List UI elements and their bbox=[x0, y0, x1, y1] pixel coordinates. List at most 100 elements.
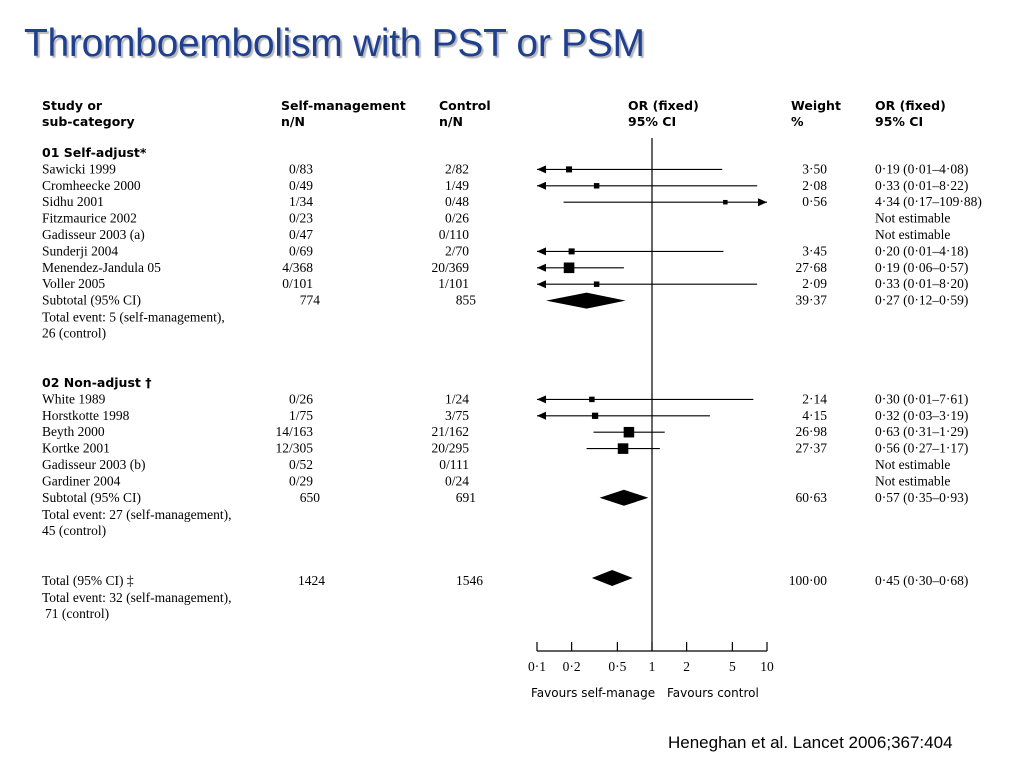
control-count: 0/26 bbox=[445, 211, 469, 226]
control-count: 0/24 bbox=[445, 473, 469, 488]
ci-arrow-left bbox=[537, 263, 546, 272]
study-name: Sidhu 2001 bbox=[42, 194, 104, 209]
table-row: Voller 2005 0/101 1/101 2·09 0·33 (0·01–8·20… bbox=[42, 276, 968, 291]
plot-area: 0·1 0·2 0·5 1 2 5 10 Favours self-manage Favours… bbox=[528, 138, 774, 700]
table-row: Menendez-Jandula 05 4/368 20/369 27·68 0·19 … bbox=[42, 260, 968, 275]
point-estimate bbox=[591, 412, 599, 419]
table-row: Gardiner 2004 0/29 0/24 Not estimable bbox=[42, 473, 950, 488]
control-count: 21/162 bbox=[431, 424, 469, 439]
subtotal-ci: 0·57 (0·35–0·93) bbox=[875, 490, 968, 505]
table-row: Fitzmaurice 2002 0/23 0/26 Not estimable bbox=[42, 211, 950, 226]
x-tick-label: 2 bbox=[683, 659, 690, 674]
weight-value: 2·09 bbox=[802, 276, 827, 291]
point-estimate bbox=[566, 166, 573, 173]
ci-value: 0·30 (0·01–7·61) bbox=[875, 391, 968, 406]
table-row: Horstkotte 1998 1/75 3/75 4·15 0·32 (0·03–3·… bbox=[42, 408, 968, 423]
self-management-count: 1/34 bbox=[289, 194, 313, 209]
control-count: 20/295 bbox=[431, 441, 469, 456]
header-weight-line2: % bbox=[791, 114, 804, 129]
header-sm-line1: Self-management bbox=[281, 98, 406, 113]
subtotal-control: 855 bbox=[456, 293, 477, 308]
self-management-count: 14/163 bbox=[275, 424, 313, 439]
point-estimate bbox=[568, 248, 575, 255]
study-name: White 1989 bbox=[42, 391, 106, 406]
subtotal-label: Subtotal (95% CI) bbox=[42, 293, 141, 308]
table-rows: 01 Self-adjust*Sawicki 1999 0/83 2/82 3·50 0… bbox=[42, 145, 982, 621]
ci-value: 0·56 (0·27–1·17) bbox=[875, 441, 968, 456]
self-management-count: 0/26 bbox=[289, 391, 313, 406]
control-count: 0/110 bbox=[439, 227, 469, 242]
table-row: Kortke 2001 12/305 20/295 27·37 0·56 (0·27–1… bbox=[42, 441, 968, 456]
favours-left-label: Favours self-manage bbox=[531, 686, 655, 700]
study-name: Horstkotte 1998 bbox=[42, 408, 130, 423]
point-estimate bbox=[617, 443, 629, 454]
total-control: 1546 bbox=[456, 573, 483, 588]
self-management-count: 1/75 bbox=[289, 408, 313, 423]
study-name: Kortke 2001 bbox=[42, 441, 110, 456]
ci-value: 0·63 (0·31–1·29) bbox=[875, 424, 968, 439]
total-row: Total (95% CI) ‡ 1424 1546 100·00 0·45 (0·30… bbox=[42, 573, 968, 588]
study-name: Gardiner 2004 bbox=[42, 473, 121, 488]
weight-value: 2·14 bbox=[802, 391, 827, 406]
x-tick-label: 5 bbox=[729, 659, 736, 674]
table-row: Sunderji 2004 0/69 2/70 3·45 0·20 (0·01–4·18… bbox=[42, 243, 968, 258]
weight-value: 26·98 bbox=[796, 424, 828, 439]
control-count: 2/82 bbox=[445, 161, 469, 176]
subtotal-ci: 0·27 (0·12–0·59) bbox=[875, 293, 968, 308]
study-name: Cromheecke 2000 bbox=[42, 178, 141, 193]
control-count: 0/111 bbox=[439, 457, 469, 472]
subtotal-control: 691 bbox=[456, 490, 476, 505]
self-management-count: 12/305 bbox=[275, 441, 313, 456]
control-count: 1/24 bbox=[445, 391, 469, 406]
table-row: Beyth 2000 14/163 21/162 26·98 0·63 (0·31–1·… bbox=[42, 424, 968, 439]
pooled-estimate-diamond bbox=[591, 570, 633, 586]
header-sm-line2: n/N bbox=[281, 114, 305, 129]
control-count: 1/49 bbox=[445, 178, 469, 193]
table-row: Sawicki 1999 0/83 2/82 3·50 0·19 (0·01–4·08) bbox=[42, 161, 968, 176]
study-name: Gadisseur 2003 (a) bbox=[42, 227, 145, 242]
x-tick-label: 0·2 bbox=[563, 659, 581, 674]
ci-value: Not estimable bbox=[875, 457, 950, 472]
ci-arrow-left bbox=[537, 247, 546, 256]
ci-value: 4·34 (0·17–109·88) bbox=[875, 194, 982, 209]
study-name: Gadisseur 2003 (b) bbox=[42, 457, 145, 472]
ci-arrow-left bbox=[537, 395, 546, 404]
weight-value: 3·50 bbox=[802, 161, 827, 176]
ci-value: Not estimable bbox=[875, 227, 950, 242]
ci-arrow-left bbox=[537, 181, 546, 190]
favours-right-label: Favours control bbox=[667, 686, 759, 700]
self-management-count: 0/23 bbox=[289, 211, 313, 226]
total-events-line1: Total event: 27 (self-management), bbox=[42, 507, 231, 522]
ci-arrow-left bbox=[537, 280, 546, 289]
table-row: White 1989 0/26 1/24 2·14 0·30 (0·01–7·61) bbox=[42, 391, 968, 406]
header-ci-line1: OR (fixed) bbox=[875, 98, 946, 113]
citation: Heneghan et al. Lancet 2006;367:404 bbox=[668, 733, 953, 752]
slide-title: Thromboembolism with PST or PSM bbox=[24, 22, 645, 65]
weight-value: 0·56 bbox=[802, 194, 827, 209]
weight-value: 4·15 bbox=[802, 408, 827, 423]
point-estimate bbox=[593, 281, 600, 287]
pooled-estimate-diamond bbox=[546, 292, 626, 309]
ci-arrow-right bbox=[758, 198, 767, 207]
header-study-line1: Study or bbox=[42, 98, 103, 113]
subtotal-row: Subtotal (95% CI) 774 855 39·37 0·27 (0·12–0… bbox=[42, 293, 968, 308]
table-row: Gadisseur 2003 (b) 0/52 0/111 Not estimable bbox=[42, 457, 950, 472]
table-row: Gadisseur 2003 (a) 0/47 0/110 Not estimable bbox=[42, 227, 950, 242]
header-study-line2: sub-category bbox=[42, 114, 135, 129]
weight-value: 27·37 bbox=[796, 441, 828, 456]
subtotal-row: Subtotal (95% CI) 650 691 60·63 0·57 (0·35–0… bbox=[42, 490, 968, 505]
ci-value: 0·20 (0·01–4·18) bbox=[875, 243, 968, 258]
study-name: Fitzmaurice 2002 bbox=[42, 211, 137, 226]
point-estimate bbox=[623, 426, 635, 438]
subtotal-self-management: 650 bbox=[300, 490, 321, 505]
ci-value: Not estimable bbox=[875, 473, 950, 488]
ci-arrow-left bbox=[537, 165, 546, 174]
control-count: 20/369 bbox=[431, 260, 469, 275]
self-management-count: 0/69 bbox=[289, 243, 313, 258]
ci-arrow-left bbox=[537, 411, 546, 420]
self-management-count: 0/83 bbox=[289, 161, 313, 176]
pooled-estimate-diamond bbox=[599, 489, 649, 506]
total-events-line2: 45 (control) bbox=[42, 523, 106, 538]
ci-value: 0·32 (0·03–3·19) bbox=[875, 408, 968, 423]
